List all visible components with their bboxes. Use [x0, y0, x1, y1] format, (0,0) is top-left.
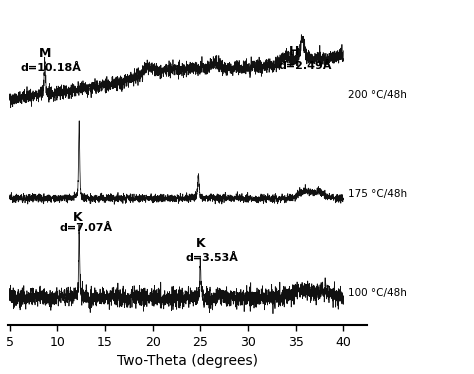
- Text: H: H: [289, 45, 299, 58]
- Text: 175 °C/48h: 175 °C/48h: [348, 189, 407, 199]
- Text: 100 °C/48h: 100 °C/48h: [348, 288, 407, 298]
- Text: M: M: [38, 47, 51, 60]
- Text: d=10.18Å: d=10.18Å: [21, 63, 82, 73]
- Text: d=3.53Å: d=3.53Å: [185, 253, 238, 263]
- Text: d=7.07Å: d=7.07Å: [59, 223, 112, 233]
- Text: K: K: [195, 237, 205, 251]
- X-axis label: Two-Theta (degrees): Two-Theta (degrees): [117, 355, 258, 368]
- Text: 200 °C/48h: 200 °C/48h: [348, 90, 407, 100]
- Text: d=2.49Å: d=2.49Å: [279, 61, 332, 71]
- Text: K: K: [73, 211, 82, 224]
